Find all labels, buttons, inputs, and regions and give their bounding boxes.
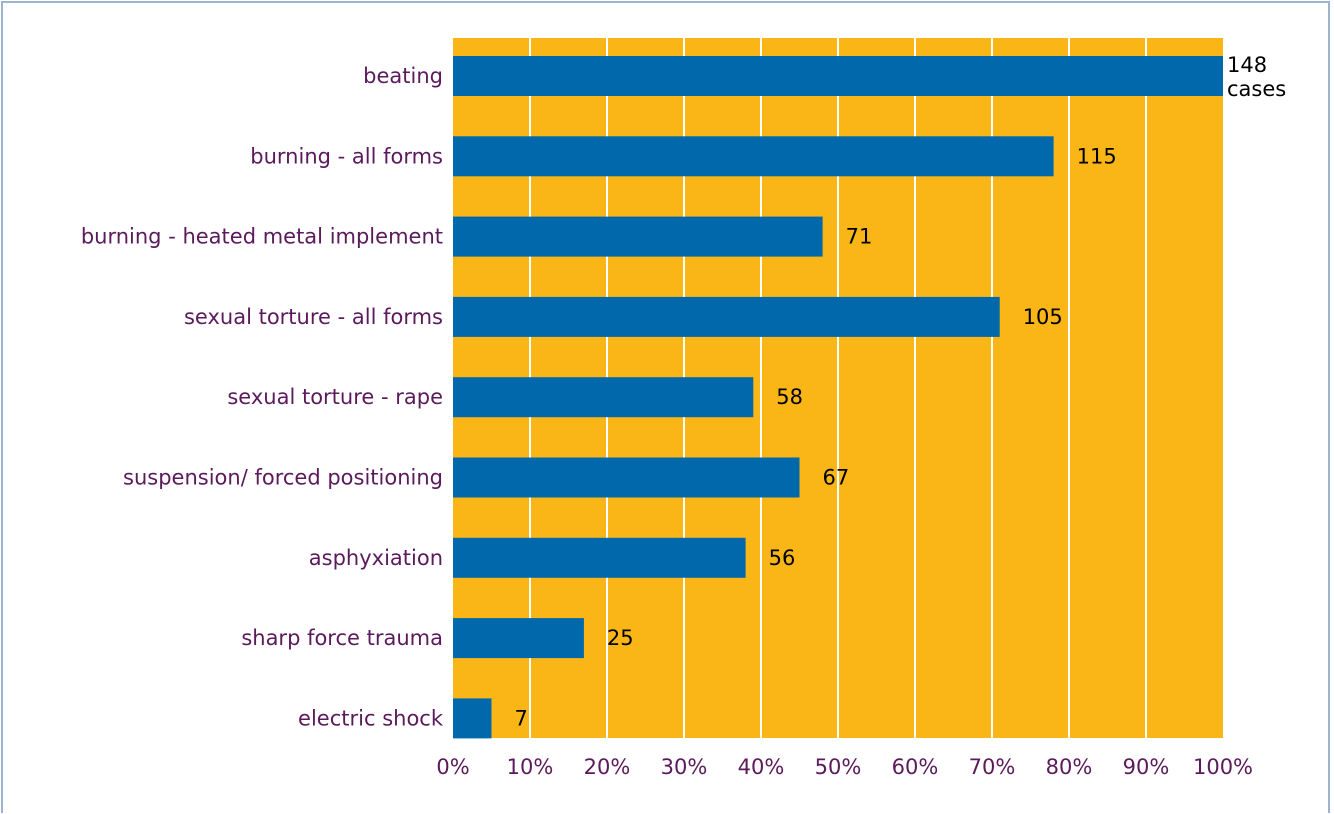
category-label: suspension/ forced positioning	[123, 466, 443, 490]
x-tick-label: 40%	[738, 755, 785, 779]
category-label: asphyxiation	[309, 546, 443, 570]
bar	[453, 136, 1054, 177]
x-tick-label: 100%	[1193, 755, 1253, 779]
value-label: 58	[776, 385, 803, 409]
x-axis-ticks: 0% 10% 20% 30% 40% 50% 60% 70% 80% 90% 100%	[436, 755, 1253, 779]
bar	[453, 377, 754, 418]
x-tick-label: 10%	[507, 755, 554, 779]
bar	[453, 537, 746, 578]
x-tick-label: 70%	[969, 755, 1016, 779]
value-label: 7	[515, 706, 528, 730]
bar	[453, 618, 584, 659]
bar	[453, 216, 823, 257]
value-label: 71	[846, 225, 873, 249]
value-label-unit: cases	[1227, 77, 1286, 101]
category-labels: beating burning - all forms burning - heat…	[81, 64, 444, 730]
x-tick-label: 30%	[661, 755, 708, 779]
category-label: beating	[363, 64, 443, 88]
category-label: electric shock	[298, 706, 444, 730]
category-label: burning - all forms	[250, 144, 443, 168]
value-label: 105	[1023, 305, 1063, 329]
bar	[453, 56, 1223, 96]
x-tick-label: 0%	[436, 755, 469, 779]
category-label: sexual torture - rape	[227, 385, 443, 409]
category-label: burning - heated metal implement	[81, 225, 443, 249]
category-label: sharp force trauma	[241, 626, 443, 650]
x-tick-label: 50%	[815, 755, 862, 779]
bar	[453, 296, 1000, 337]
x-tick-label: 60%	[892, 755, 939, 779]
x-tick-label: 20%	[584, 755, 631, 779]
value-label: 56	[769, 546, 796, 570]
value-label: 67	[823, 466, 850, 490]
value-label: 115	[1077, 144, 1117, 168]
category-label: sexual torture - all forms	[184, 305, 443, 329]
x-tick-label: 90%	[1123, 755, 1170, 779]
bar	[453, 457, 800, 498]
bars	[453, 56, 1223, 739]
value-label: 25	[607, 626, 634, 650]
bar	[453, 698, 492, 739]
x-tick-label: 80%	[1046, 755, 1093, 779]
value-label: 148	[1227, 53, 1267, 77]
